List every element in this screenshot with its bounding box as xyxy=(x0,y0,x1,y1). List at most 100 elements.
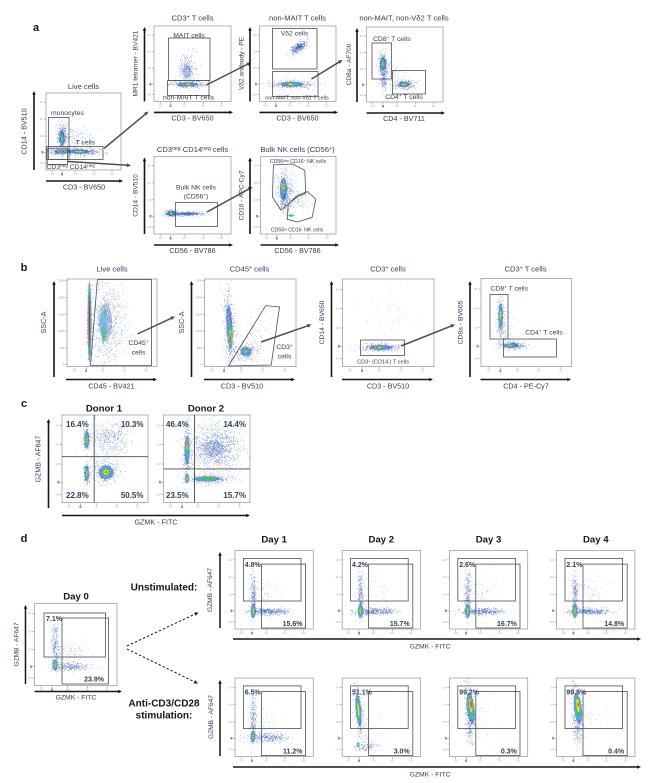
svg-text:-10³: -10³ xyxy=(453,631,458,635)
svg-text:200K: 200K xyxy=(196,295,202,299)
svg-text:a: a xyxy=(33,22,40,34)
svg-text:10⁵: 10⁵ xyxy=(144,369,148,373)
svg-text:10⁵: 10⁵ xyxy=(228,685,232,689)
svg-text:Vδ2 cells: Vδ2 cells xyxy=(281,31,309,38)
svg-text:CD3+: CD3+ xyxy=(276,343,293,351)
svg-text:0: 0 xyxy=(338,609,340,613)
svg-text:GZMB - AF647: GZMB - AF647 xyxy=(208,695,215,739)
svg-text:10³: 10³ xyxy=(515,369,519,373)
svg-text:0: 0 xyxy=(150,82,152,86)
svg-text:-10³: -10³ xyxy=(486,369,491,373)
svg-text:0: 0 xyxy=(251,759,253,763)
svg-text:3.0%: 3.0% xyxy=(394,749,411,756)
svg-text:-10³: -10³ xyxy=(348,369,353,373)
svg-text:CD4 - BV711: CD4 - BV711 xyxy=(383,114,425,123)
svg-text:0: 0 xyxy=(51,688,53,692)
svg-text:10³: 10³ xyxy=(586,759,590,763)
svg-text:0: 0 xyxy=(276,237,278,241)
svg-text:10³: 10³ xyxy=(74,172,78,176)
svg-text:0: 0 xyxy=(223,369,225,373)
svg-text:0: 0 xyxy=(338,737,340,741)
svg-text:CD3 - BV650: CD3 - BV650 xyxy=(171,114,213,123)
svg-text:-10³: -10³ xyxy=(252,93,257,97)
svg-text:non-MAIT T cells: non-MAIT T cells xyxy=(163,95,215,102)
svg-text:-10³: -10³ xyxy=(359,93,364,97)
svg-text:10³: 10³ xyxy=(196,505,200,509)
svg-text:Anti-CD3/CD28: Anti-CD3/CD28 xyxy=(128,699,200,710)
svg-text:10³: 10³ xyxy=(474,326,478,330)
svg-text:CD16 - APC-Cy7: CD16 - APC-Cy7 xyxy=(239,170,246,220)
svg-text:10³: 10³ xyxy=(95,505,99,509)
svg-text:10³: 10³ xyxy=(288,104,292,108)
svg-text:-10³: -10³ xyxy=(168,505,173,509)
svg-text:10⁴: 10⁴ xyxy=(474,306,478,310)
svg-text:10⁴: 10⁴ xyxy=(39,117,43,121)
svg-text:-10³: -10³ xyxy=(27,676,32,680)
svg-text:-10³: -10³ xyxy=(549,620,554,624)
svg-text:10⁵: 10⁵ xyxy=(228,558,232,562)
svg-text:Donor 1: Donor 1 xyxy=(86,404,123,415)
svg-text:10⁵: 10⁵ xyxy=(335,558,339,562)
svg-text:10³: 10³ xyxy=(289,236,293,240)
svg-text:Live cells: Live cells xyxy=(96,265,127,274)
svg-text:GZMK - FITC: GZMK - FITC xyxy=(56,695,97,702)
svg-text:10³: 10³ xyxy=(336,592,340,596)
svg-text:Live cells: Live cells xyxy=(68,82,99,91)
svg-text:10⁴: 10⁴ xyxy=(360,50,364,54)
svg-text:10⁴: 10⁴ xyxy=(306,104,310,108)
svg-text:cells: cells xyxy=(278,354,292,361)
svg-text:MAIT cells: MAIT cells xyxy=(173,32,205,39)
svg-text:0: 0 xyxy=(572,759,574,763)
svg-text:10³: 10³ xyxy=(101,369,105,373)
svg-text:CD45 - BV421: CD45 - BV421 xyxy=(88,382,134,391)
svg-text:-10³: -10³ xyxy=(228,620,233,624)
svg-text:10⁴: 10⁴ xyxy=(261,369,265,373)
svg-text:10⁴: 10⁴ xyxy=(550,575,554,579)
svg-text:CD8+ T cells: CD8+ T cells xyxy=(491,285,529,293)
svg-text:monocytes: monocytes xyxy=(51,110,84,117)
svg-text:SSC-A: SSC-A xyxy=(39,311,48,333)
svg-text:Donor 2: Donor 2 xyxy=(188,404,224,415)
svg-text:10⁴: 10⁴ xyxy=(307,236,311,240)
svg-text:10³: 10³ xyxy=(377,369,381,373)
svg-text:10⁴: 10⁴ xyxy=(390,759,394,763)
svg-text:10³: 10³ xyxy=(586,631,590,635)
svg-text:CD14 - BV650: CD14 - BV650 xyxy=(319,300,326,344)
svg-text:0: 0 xyxy=(30,665,32,669)
svg-text:-10³: -10³ xyxy=(335,357,340,361)
svg-text:-10³: -10³ xyxy=(158,236,163,240)
svg-text:0: 0 xyxy=(256,214,258,218)
svg-text:150K: 150K xyxy=(58,312,64,316)
svg-text:Bulk NK cells: Bulk NK cells xyxy=(176,185,217,192)
svg-text:-10³: -10³ xyxy=(39,161,44,165)
svg-text:2.1%: 2.1% xyxy=(566,562,583,569)
svg-text:Bulk NK cells (CD56+): Bulk NK cells (CD56+) xyxy=(260,145,335,154)
svg-text:10⁴: 10⁴ xyxy=(498,759,502,763)
svg-text:MR1 tetramer - BV421: MR1 tetramer - BV421 xyxy=(133,30,140,96)
svg-text:CD3neg CD14neg: CD3neg CD14neg xyxy=(47,163,96,171)
svg-text:cells: cells xyxy=(132,350,146,357)
svg-text:-10³: -10³ xyxy=(442,747,447,751)
svg-text:10³: 10³ xyxy=(443,720,447,724)
svg-text:-10³: -10³ xyxy=(147,225,152,229)
svg-text:10⁵: 10⁵ xyxy=(147,33,151,37)
svg-text:10⁴: 10⁴ xyxy=(85,688,89,692)
svg-text:10³: 10³ xyxy=(336,326,340,330)
svg-text:10³: 10³ xyxy=(39,134,43,138)
svg-text:10⁵: 10⁵ xyxy=(336,287,340,291)
svg-text:10⁵: 10⁵ xyxy=(157,423,161,427)
svg-text:CD56 - BV786: CD56 - BV786 xyxy=(274,246,320,255)
svg-text:10⁴: 10⁴ xyxy=(336,307,340,311)
svg-text:0: 0 xyxy=(338,345,340,349)
svg-text:0: 0 xyxy=(85,369,87,373)
svg-text:10⁵: 10⁵ xyxy=(559,369,563,373)
svg-text:10⁵: 10⁵ xyxy=(302,631,306,635)
svg-text:0: 0 xyxy=(63,363,65,367)
svg-text:100K: 100K xyxy=(58,329,64,333)
svg-text:-10³: -10³ xyxy=(442,620,447,624)
svg-text:10³: 10³ xyxy=(479,759,483,763)
svg-text:10³: 10³ xyxy=(264,759,268,763)
svg-text:0: 0 xyxy=(200,363,202,367)
svg-text:0: 0 xyxy=(251,632,253,636)
svg-text:Day 4: Day 4 xyxy=(583,535,609,546)
